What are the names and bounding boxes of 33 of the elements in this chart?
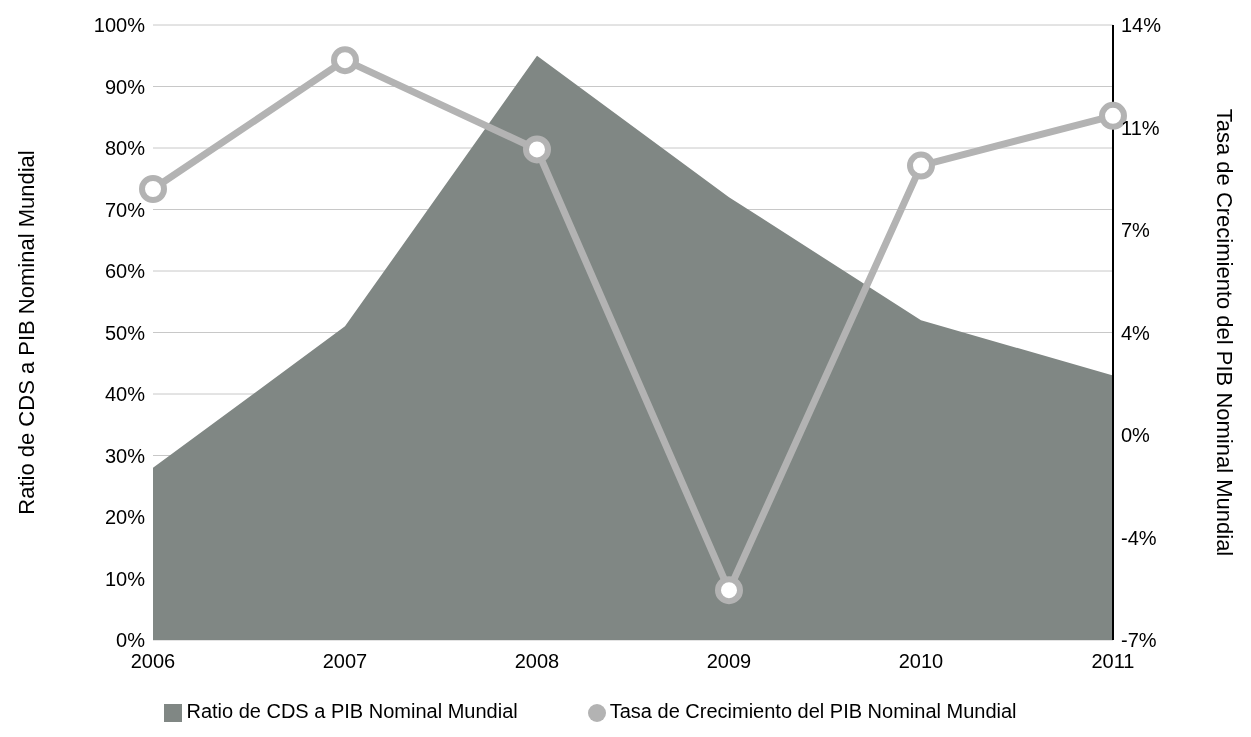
y2-tick-label: 11% [1121, 116, 1160, 139]
x-tick-label: 2007 [322, 650, 368, 673]
y2-tick-label: -7% [1121, 629, 1157, 652]
point [139, 175, 167, 203]
y-tick-label: 90% [104, 75, 146, 98]
y2-tick-label: 7% [1121, 219, 1151, 242]
y-tick-label: 30% [104, 444, 146, 467]
y2-axis-title: Tasa de Crecimiento del PIB Nominal Mundial [1212, 108, 1238, 557]
y-tick-label: 50% [104, 321, 146, 344]
x-tick-label: 2011 [1091, 650, 1135, 673]
y2-tick-label: 0% [1121, 424, 1151, 447]
point [715, 576, 743, 605]
y2-tick-label: 14% [1121, 14, 1162, 37]
y-tick-label: 0% [116, 629, 146, 652]
legend-label: Ratio de CDS a PIB Nominal Mundial [186, 700, 518, 722]
x-tick-label: 2008 [514, 650, 560, 673]
y2-tick-label: 4% [1121, 321, 1151, 344]
y-axis-title: Ratio de CDS a PIB Nominal Mundial [13, 150, 39, 515]
y-tick-label: 70% [104, 198, 146, 221]
y2-tick-label: -4% [1121, 526, 1157, 549]
point [331, 46, 359, 75]
x-tick-label: 2009 [706, 650, 752, 673]
legend-label: Tasa de Crecimiento del PIB Nominal Mundial [609, 700, 1017, 722]
x-tick-label: 2010 [898, 650, 944, 673]
point [907, 151, 935, 180]
y-tick-label: 10% [104, 567, 146, 590]
y-tick-label: 60% [104, 260, 146, 283]
y-tick-label: 20% [104, 506, 146, 529]
y-tick-label: 100% [93, 14, 146, 37]
y-tick-label: 40% [104, 383, 146, 406]
point [523, 135, 551, 164]
x-tick-label: 2006 [130, 650, 176, 673]
y-tick-label: 80% [104, 137, 146, 160]
